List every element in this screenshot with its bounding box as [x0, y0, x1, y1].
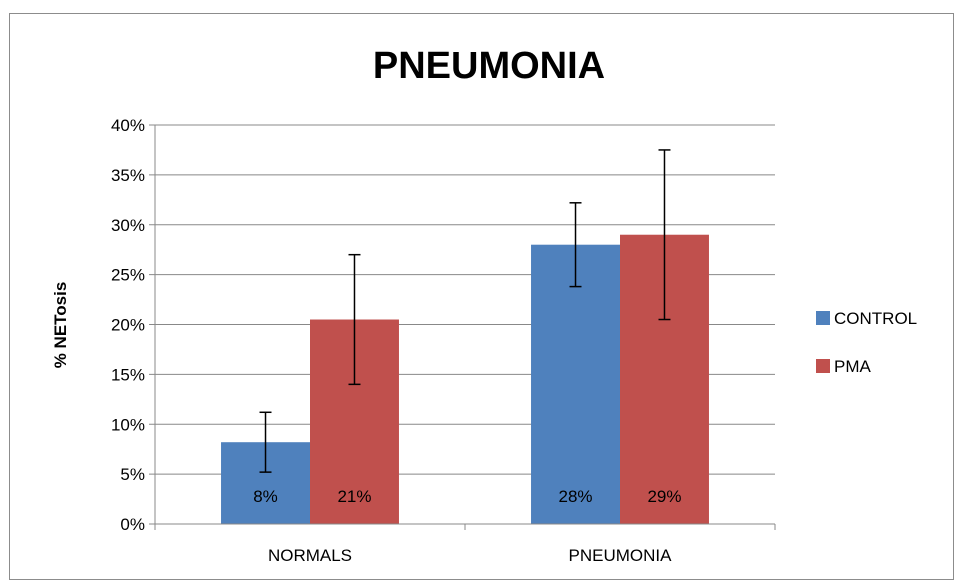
data-label: 21%	[337, 487, 371, 506]
bars-group	[221, 234, 709, 524]
y-tick-label: 35%	[111, 166, 145, 185]
error-bars-group	[259, 149, 671, 473]
x-tick-label: NORMALS	[268, 546, 352, 565]
y-tick-label: 15%	[111, 365, 145, 384]
axes-group: 0% 5% 10% 15% 20% 25% 30% 35% 40% NORMALS PNEUMONI…	[111, 116, 776, 565]
data-label: 28%	[558, 487, 592, 506]
y-tick-label: 5%	[120, 465, 145, 484]
y-tick-label: 25%	[111, 266, 145, 285]
x-tick-label: PNEUMONIA	[569, 546, 673, 565]
legend-swatch-pma	[816, 359, 830, 373]
chart-title: PNEUMONIA	[373, 45, 605, 87]
y-tick-label: 20%	[111, 316, 145, 335]
legend-label-pma: PMA	[834, 357, 872, 376]
data-label: 8%	[253, 487, 278, 506]
y-axis-label: % NETosis	[51, 282, 70, 369]
y-tick-label: 40%	[111, 116, 145, 135]
y-tick-label: 30%	[111, 216, 145, 235]
legend-swatch-control	[816, 311, 830, 325]
data-label: 29%	[647, 487, 681, 506]
data-labels-group: 8% 21% 28% 29%	[253, 487, 681, 506]
y-tick-label: 0%	[120, 515, 145, 534]
legend-label-control: CONTROL	[834, 309, 917, 328]
y-tick-label: 10%	[111, 415, 145, 434]
legend: CONTROL PMA	[816, 309, 917, 376]
bar-control-pneumonia	[531, 244, 620, 524]
chart-frame	[9, 13, 954, 580]
